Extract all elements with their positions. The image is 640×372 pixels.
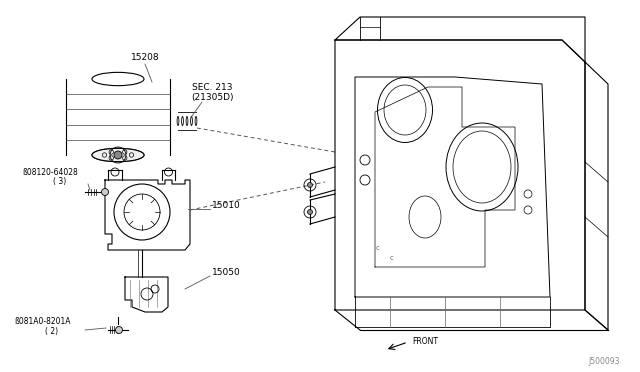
Text: 15010: 15010 <box>212 201 241 210</box>
Circle shape <box>114 151 122 159</box>
Text: (21305D): (21305D) <box>191 93 233 102</box>
Circle shape <box>307 183 312 187</box>
Text: FRONT: FRONT <box>412 337 438 346</box>
Ellipse shape <box>92 148 144 162</box>
Circle shape <box>102 189 109 196</box>
Circle shape <box>307 209 312 215</box>
Text: SEC. 213: SEC. 213 <box>192 83 232 92</box>
Circle shape <box>115 327 122 334</box>
Text: 15208: 15208 <box>131 53 159 62</box>
Text: ( 3): ( 3) <box>53 177 67 186</box>
Text: 15050: 15050 <box>212 268 241 277</box>
Text: c: c <box>376 245 380 251</box>
Text: ( 2): ( 2) <box>45 327 59 336</box>
Text: c: c <box>390 255 394 261</box>
Text: J500093: J500093 <box>589 357 620 366</box>
Text: ß08120-64028: ß08120-64028 <box>22 168 78 177</box>
Text: ß081A0-8201A: ß081A0-8201A <box>13 317 70 326</box>
